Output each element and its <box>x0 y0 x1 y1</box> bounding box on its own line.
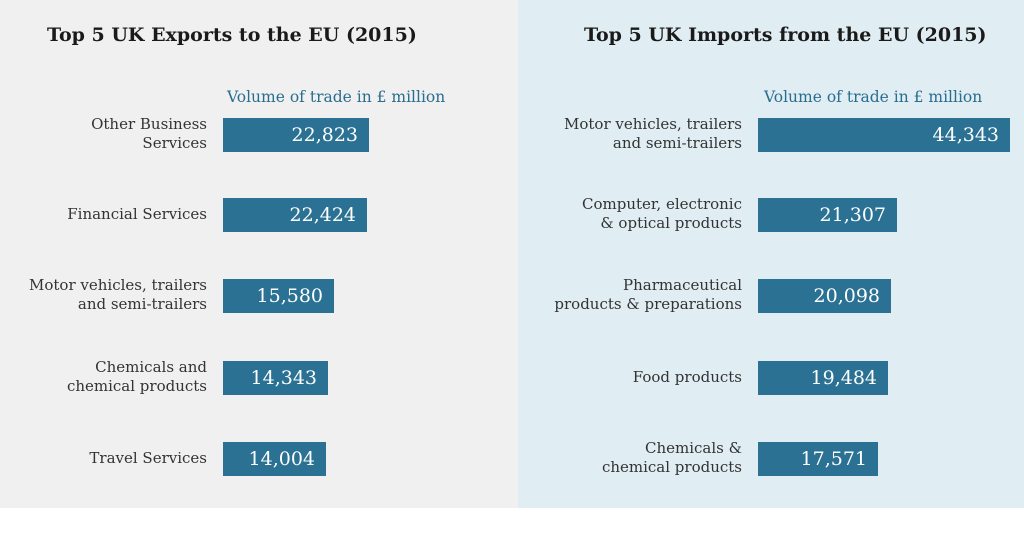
exports-bar-value-label: 22,424 <box>289 204 356 226</box>
exports-bar: 14,004 <box>223 442 326 476</box>
exports-category-label: Financial Services <box>67 204 207 223</box>
exports-panel: Top 5 UK Exports to the EU (2015) Volume… <box>0 0 518 508</box>
imports-category-label: Food products <box>632 367 742 386</box>
imports-category-label: Chemicals & chemical products <box>601 439 742 476</box>
exports-bar-value-label: 15,580 <box>256 285 323 307</box>
exports-category-label: Travel Services <box>89 448 207 467</box>
exports-bar-value-label: 22,823 <box>291 124 358 146</box>
exports-bar: 14,343 <box>223 361 328 395</box>
exports-category-label: Motor vehicles, trailers and semi-traile… <box>29 276 207 313</box>
imports-chart-title: Top 5 UK Imports from the EU (2015) <box>584 24 987 46</box>
exports-category-label: Chemicals and chemical products <box>66 358 207 395</box>
imports-bar: 21,307 <box>758 198 897 232</box>
exports-bar-value-label: 14,004 <box>248 448 315 470</box>
imports-bar-value-label: 20,098 <box>813 285 880 307</box>
exports-bar: 22,424 <box>223 198 367 232</box>
imports-bar-value-label: 17,571 <box>800 448 867 470</box>
exports-chart-subtitle: Volume of trade in £ million <box>227 88 446 106</box>
imports-bar-value-label: 21,307 <box>819 204 886 226</box>
exports-category-label: Other Business Services <box>91 115 207 152</box>
imports-bar: 20,098 <box>758 279 891 313</box>
imports-category-label: Pharmaceutical products & preparations <box>554 276 742 313</box>
imports-panel: Top 5 UK Imports from the EU (2015) Volu… <box>518 0 1024 508</box>
exports-chart-title: Top 5 UK Exports to the EU (2015) <box>47 24 417 46</box>
imports-category-label: Computer, electronic & optical products <box>582 195 742 232</box>
imports-chart-subtitle: Volume of trade in £ million <box>764 88 983 106</box>
imports-bar-value-label: 19,484 <box>810 367 877 389</box>
imports-bar: 44,343 <box>758 118 1010 152</box>
exports-bar: 15,580 <box>223 279 334 313</box>
exports-bar: 22,823 <box>223 118 369 152</box>
imports-bar: 19,484 <box>758 361 888 395</box>
imports-bar: 17,571 <box>758 442 878 476</box>
exports-bar-value-label: 14,343 <box>250 367 317 389</box>
imports-bar-value-label: 44,343 <box>932 124 999 146</box>
imports-category-label: Motor vehicles, trailers and semi-traile… <box>564 115 742 152</box>
